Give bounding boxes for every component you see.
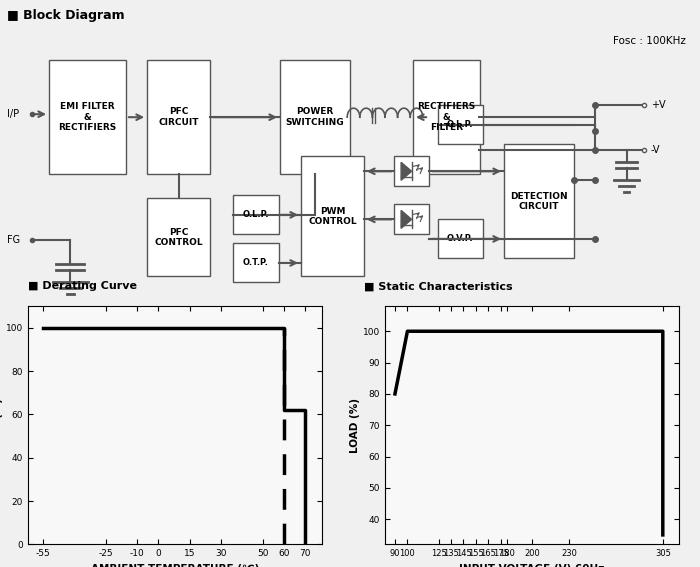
Text: ■ Derating Curve: ■ Derating Curve xyxy=(28,281,137,291)
X-axis label: AMBIENT TEMPERATURE (℃): AMBIENT TEMPERATURE (℃) xyxy=(91,564,259,567)
Bar xyxy=(504,144,574,259)
Y-axis label: LOAD (%): LOAD (%) xyxy=(0,397,3,453)
Bar xyxy=(394,156,429,187)
Text: O.V.P.: O.V.P. xyxy=(447,234,474,243)
Text: Fosc : 100KHz: Fosc : 100KHz xyxy=(613,36,686,46)
Bar xyxy=(147,198,210,277)
Text: POWER
SWITCHING: POWER SWITCHING xyxy=(286,108,344,127)
Text: PFC
CIRCUIT: PFC CIRCUIT xyxy=(158,108,199,127)
Text: I/P: I/P xyxy=(7,109,19,119)
Bar xyxy=(438,219,483,259)
Text: O.T.P.: O.T.P. xyxy=(243,259,269,268)
Text: EMI FILTER
&
RECTIFIERS: EMI FILTER & RECTIFIERS xyxy=(58,102,117,132)
Text: FG: FG xyxy=(7,235,20,246)
Text: DETECTION
CIRCUIT: DETECTION CIRCUIT xyxy=(510,192,568,211)
Text: O.L.P.: O.L.P. xyxy=(447,120,473,129)
Text: PWM
CONTROL: PWM CONTROL xyxy=(308,206,357,226)
Text: ■ Static Characteristics: ■ Static Characteristics xyxy=(364,281,512,291)
Bar xyxy=(413,60,480,174)
Text: O.L.P.: O.L.P. xyxy=(243,210,269,219)
Y-axis label: LOAD (%): LOAD (%) xyxy=(350,397,360,453)
Bar xyxy=(49,60,126,174)
Bar xyxy=(147,60,210,174)
Text: ■ Block Diagram: ■ Block Diagram xyxy=(7,9,125,22)
Bar xyxy=(438,105,483,144)
Bar xyxy=(301,156,364,277)
X-axis label: INPUT VOLTAGE (V) 60Hz: INPUT VOLTAGE (V) 60Hz xyxy=(459,564,605,567)
Bar xyxy=(394,204,429,234)
Polygon shape xyxy=(401,162,412,180)
Text: +V: +V xyxy=(651,100,666,110)
Bar xyxy=(233,195,279,234)
Bar xyxy=(280,60,350,174)
Bar xyxy=(233,243,279,282)
Text: PFC
CONTROL: PFC CONTROL xyxy=(154,228,203,247)
Text: -V: -V xyxy=(651,145,661,155)
Polygon shape xyxy=(401,210,412,229)
Text: RECTIFIERS
&
FILTER: RECTIFIERS & FILTER xyxy=(417,102,475,132)
